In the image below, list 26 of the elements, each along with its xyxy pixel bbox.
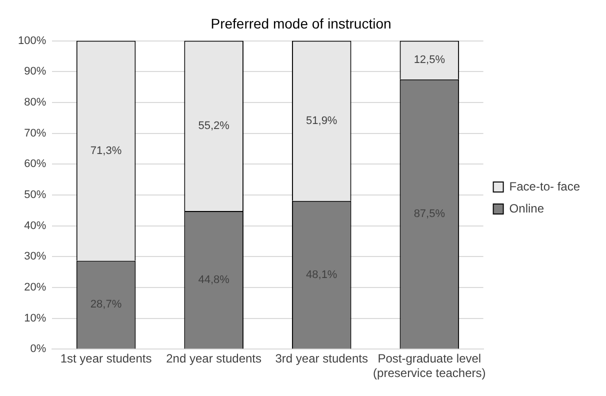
data-label: 48,1% xyxy=(306,268,338,281)
y-tick-label: 80% xyxy=(24,96,46,109)
data-label: 44,8% xyxy=(198,274,230,286)
data-label: 87,5% xyxy=(414,208,446,220)
y-tick-label: 70% xyxy=(24,127,46,140)
y-tick-label: 30% xyxy=(24,250,46,263)
data-label: 28,7% xyxy=(90,298,122,311)
data-label: 12,5% xyxy=(414,54,446,66)
chart-title: Preferred mode of instruction xyxy=(210,15,392,32)
legend-label: Face-to- face xyxy=(509,179,580,194)
y-tick-label: 50% xyxy=(24,189,46,202)
y-tick-label: 40% xyxy=(24,220,46,232)
y-tick-label: 100% xyxy=(18,34,46,47)
data-label: 71,3% xyxy=(90,144,122,157)
y-tick-label: 10% xyxy=(24,312,46,324)
y-tick-label: 60% xyxy=(24,158,46,170)
y-tick-label: 90% xyxy=(24,66,46,78)
x-tick-label: Post-graduate level (preservice teachers) xyxy=(373,352,486,380)
x-tick-label: 1st year students xyxy=(60,352,152,366)
y-tick-label: 0% xyxy=(30,343,46,356)
data-label: 51,9% xyxy=(306,114,338,127)
x-tick-label: 3rd year students xyxy=(275,352,368,366)
x-tick-label: 2nd year students xyxy=(166,352,262,366)
legend-label: Online xyxy=(509,201,544,216)
data-label: 55,2% xyxy=(198,120,230,132)
y-tick-label: 20% xyxy=(24,282,46,294)
